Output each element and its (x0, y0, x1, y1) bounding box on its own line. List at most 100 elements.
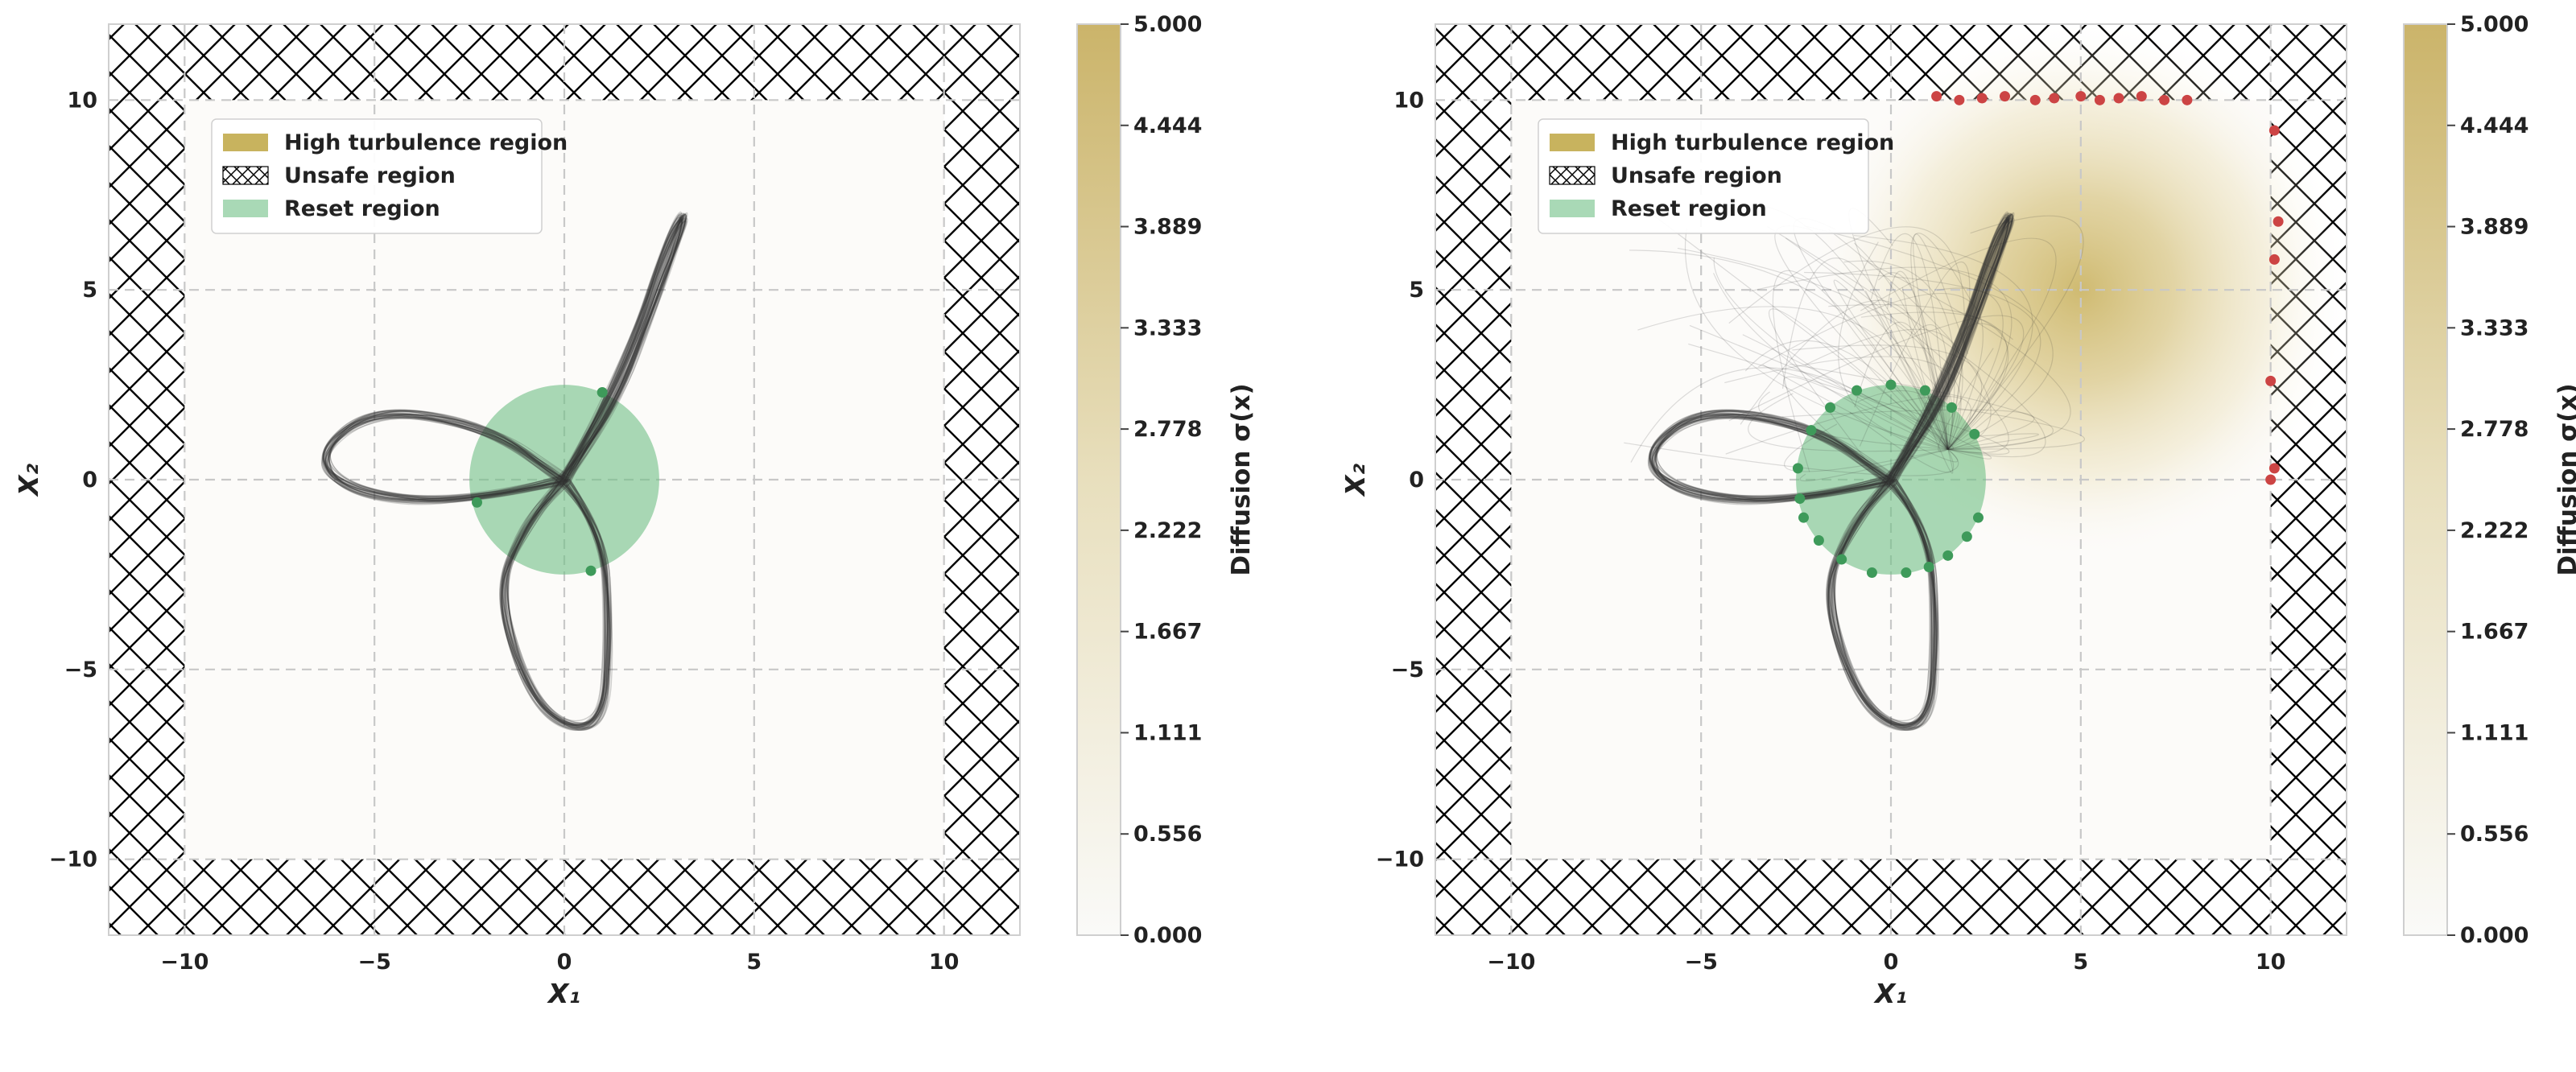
reset-point (585, 565, 597, 576)
trajectory-path (1649, 413, 1892, 504)
reset-point (1969, 428, 1980, 439)
trajectory-path (1653, 416, 1894, 497)
trajectory-path (503, 476, 605, 729)
turbulent-trajectory-path (1689, 324, 1992, 460)
trajectory-path (559, 217, 687, 483)
trajectory-path (322, 414, 570, 503)
turbulent-trajectory-path (1860, 311, 2008, 450)
trajectory-path (1886, 217, 2013, 483)
legend-box (1538, 118, 1869, 234)
colorbar (1076, 23, 1121, 936)
trajectory-path (1885, 217, 2009, 483)
trajectory-path (1887, 218, 2015, 482)
turbulent-trajectory-path (1728, 226, 1965, 450)
turbulent-trajectory-path (1938, 348, 1994, 453)
turbulent-trajectory-path (1749, 266, 2013, 450)
trajectory-path (559, 217, 683, 484)
x-tick-label: −5 (1684, 950, 1717, 975)
unsafe-point (2136, 91, 2147, 102)
trajectory-path (559, 214, 680, 479)
trajectory-path (1653, 410, 1889, 504)
turbulent-trajectory-path (1860, 237, 2057, 450)
trajectory-path (501, 475, 606, 728)
reset-point (1923, 561, 1934, 572)
trajectory-path (1654, 410, 1890, 499)
legend: High turbulence region Unsafe region Reset… (1538, 118, 1894, 234)
colorbar-tick-label: 5.000 (2460, 12, 2529, 37)
colorbar-tick-label: 4.444 (1133, 113, 1202, 138)
trajectory-path (499, 475, 612, 726)
turbulent-trajectory-path (1713, 258, 1949, 450)
trajectory-path (559, 211, 682, 482)
trajectory-path (501, 477, 607, 727)
trajectory-path (1827, 479, 1935, 732)
x-tick-label: 5 (746, 950, 762, 975)
turbulent-trajectory-path (1781, 258, 1949, 450)
turbulent-trajectory-path (1792, 344, 1983, 450)
reset-region (469, 385, 659, 575)
trajectory-path (559, 212, 685, 485)
trajectory-path (1828, 483, 1933, 728)
trajectory-path (563, 215, 687, 480)
colorbar-label: Diffusion σ(x) (2553, 383, 2576, 575)
trajectory-path (324, 415, 562, 502)
trajectory-path (1653, 410, 1889, 501)
unsafe-point (2268, 254, 2280, 265)
turbulent-trajectory-path (1868, 262, 2071, 450)
trajectory-path (507, 477, 611, 730)
y-tick-label: 0 (82, 468, 97, 493)
trajectory-path (564, 219, 683, 482)
turbulent-trajectory-path (1828, 303, 2009, 450)
trajectory-path (328, 414, 567, 502)
reset-point (1813, 534, 1824, 546)
turbulent-trajectory-path (1853, 234, 2033, 450)
legend-swatch-turbulence (1550, 134, 1595, 151)
trajectory-path (1651, 413, 1893, 501)
trajectory-path (500, 479, 609, 732)
turbulent-trajectory-path (1805, 328, 1963, 450)
trajectory-path (1649, 416, 1896, 501)
trajectory-path (1649, 416, 1890, 501)
colorbar-tick-label: 3.889 (2460, 215, 2529, 240)
x-axis-label: X₁ (547, 978, 580, 1009)
unsafe-point (2268, 125, 2280, 136)
trajectory-path (323, 414, 567, 503)
trajectory-path (1890, 218, 2009, 477)
trajectory-path (505, 483, 610, 724)
y-tick-label: −5 (1391, 658, 1424, 682)
turbulent-trajectory-path (1762, 364, 1959, 463)
turbulent-trajectory-path (1653, 215, 1949, 450)
trajectory-path (503, 473, 610, 731)
reset-point (1885, 379, 1897, 390)
trajectory-path (562, 215, 683, 484)
legend-swatch-unsafe (1549, 166, 1596, 185)
reset-point (1836, 554, 1847, 565)
trajectory-path (559, 216, 681, 480)
y-tick-label: −10 (1376, 847, 1424, 872)
trajectory-path (1888, 217, 2013, 478)
trajectory-path (504, 475, 610, 724)
trajectory-path (567, 216, 686, 476)
trajectories (320, 211, 688, 732)
trajectory-path (1651, 415, 1889, 502)
x-tick-label: 0 (557, 950, 572, 975)
trajectory-path (325, 414, 561, 499)
trajectory-path (1892, 221, 2009, 485)
turbulent-trajectory-path (1917, 394, 1954, 474)
trajectory-path (499, 480, 610, 722)
trajectory-path (328, 415, 568, 501)
trajectory-path (327, 416, 568, 497)
trajectory-path (1886, 212, 2013, 483)
turbulent-trajectory-path (1728, 315, 2025, 450)
trajectory-path (502, 475, 612, 728)
trajectory-path (506, 479, 613, 730)
reset-point (1946, 402, 1957, 413)
trajectory-path (1827, 475, 1933, 728)
y-tick-label: 10 (1393, 88, 1424, 113)
legend-box (211, 118, 543, 234)
trajectory-path (1652, 416, 1897, 500)
trajectory-path (561, 215, 682, 484)
turbulent-trajectory-path (1947, 215, 2084, 450)
trajectory-path (1653, 410, 1892, 501)
colorbar-tick-label: 2.778 (1133, 417, 1202, 442)
